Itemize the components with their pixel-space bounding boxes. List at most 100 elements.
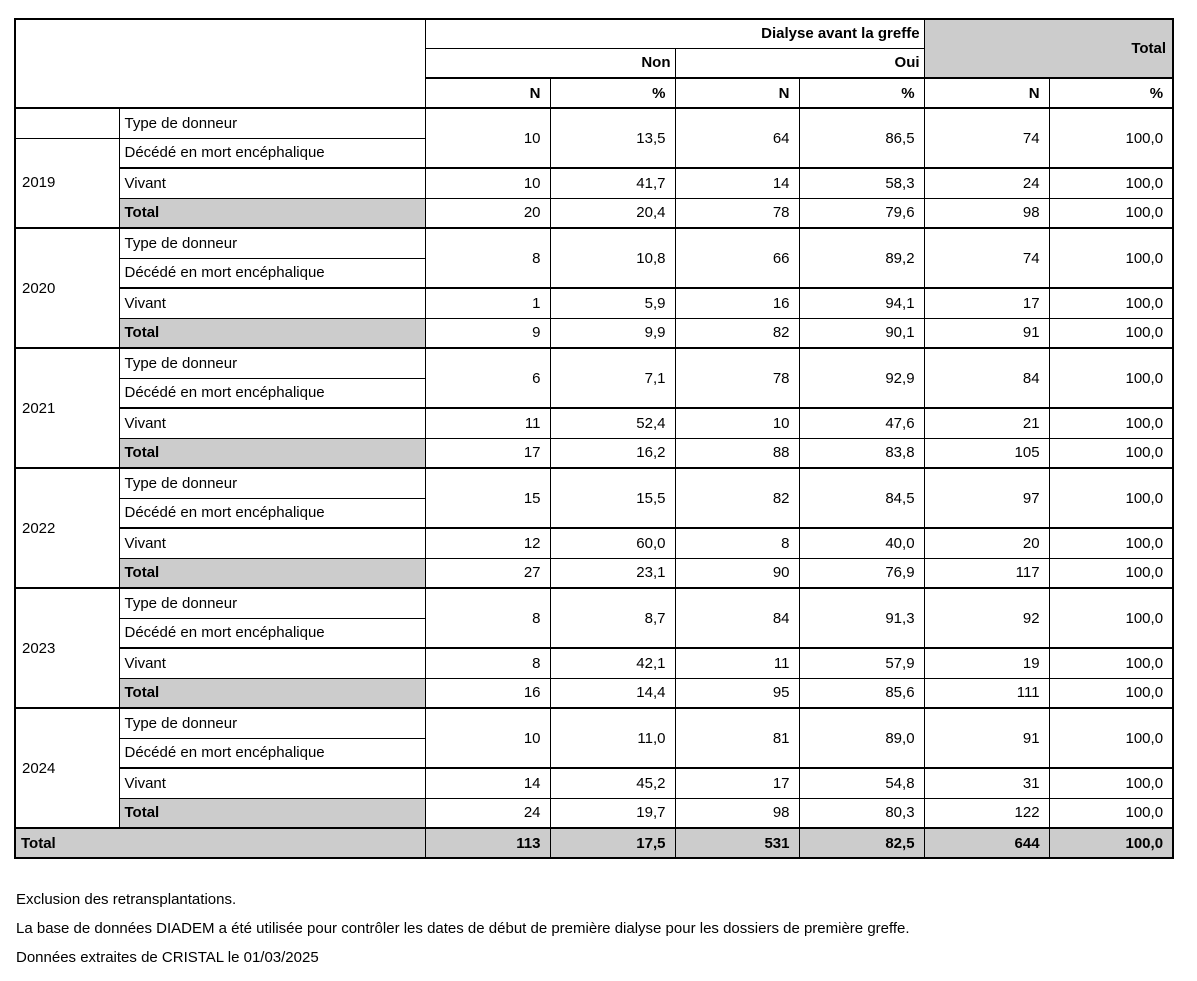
- table-row: 2023 Type de donneur 8 8,7 84 91,3 92 10…: [14, 587, 1174, 709]
- data-cell: 94,1: [798, 287, 925, 319]
- data-cell: 82: [674, 317, 800, 349]
- data-cell: 16,2: [549, 437, 676, 469]
- row-label-type: Type de donneur: [118, 467, 426, 499]
- header-dialyse-avant-la-greffe: Dialyse avant la greffe: [424, 18, 925, 49]
- header-oui: Oui: [674, 47, 925, 79]
- data-cell: 100,0: [1048, 437, 1174, 469]
- row-label-total: Total: [118, 557, 426, 589]
- header-non: Non: [424, 47, 676, 79]
- row-label-deceased: Décédé en mort encéphalique: [118, 497, 426, 529]
- data-cell: 9: [424, 317, 551, 349]
- row-label-total: Total: [118, 437, 426, 469]
- data-cell: 17: [674, 767, 800, 799]
- footnotes: Exclusion des retransplantations. La bas…: [16, 891, 910, 978]
- data-cell: 122: [923, 797, 1050, 829]
- data-cell: 91: [923, 317, 1050, 349]
- table-row: Total 27 23,1 90 76,9 117 100,0: [15, 557, 1174, 589]
- data-cell: 84,5: [798, 467, 925, 529]
- data-cell: 19: [923, 647, 1050, 679]
- row-label-deceased: Décédé en mort encéphalique: [118, 737, 426, 769]
- data-cell: 24: [424, 797, 551, 829]
- data-cell: 8: [674, 527, 800, 559]
- data-cell: 16: [424, 677, 551, 709]
- data-cell: 100,0: [1048, 557, 1174, 589]
- data-cell: 100,0: [1048, 767, 1174, 799]
- footnote-extraction-date: Données extraites de CRISTAL le 01/03/20…: [16, 949, 319, 966]
- table-row: Total 20 20,4 78 79,6 98 100,0: [15, 197, 1174, 229]
- table-row: Total 16 14,4 95 85,6 111 100,0: [15, 677, 1174, 709]
- data-cell: 11,0: [549, 707, 676, 769]
- data-cell: 91,3: [798, 587, 925, 649]
- data-cell: 16: [674, 287, 800, 319]
- data-cell: 100,0: [1048, 287, 1174, 319]
- data-cell: 84: [674, 587, 800, 649]
- data-cell: 8,7: [549, 587, 676, 649]
- data-cell: 85,6: [798, 677, 925, 709]
- table-row: 2022 Type de donneur 15 15,5 82 84,5 97 …: [14, 467, 1174, 589]
- data-cell: 14: [424, 767, 551, 799]
- data-cell: 117: [923, 557, 1050, 589]
- table-row: Décédé en mort encéphalique: [15, 737, 1173, 769]
- data-cell: 20: [923, 527, 1050, 559]
- grand-total-cell: 17,5: [549, 827, 676, 859]
- data-cell: 15,5: [549, 467, 676, 529]
- data-cell: 10: [674, 407, 800, 439]
- data-cell: 12: [424, 527, 551, 559]
- data-cell: 20,4: [549, 197, 676, 229]
- data-cell: 100,0: [1048, 227, 1174, 289]
- data-cell: 27: [424, 557, 551, 589]
- data-cell: 15: [424, 467, 551, 529]
- table-row: 2024 Type de donneur 10 11,0 81 89,0 91 …: [14, 707, 1174, 829]
- year-cell: 2024: [14, 707, 120, 829]
- year-cell-empty: [14, 107, 120, 139]
- header-pct-oui: %: [798, 77, 925, 109]
- data-cell: 86,5: [798, 107, 925, 169]
- data-cell: 8: [424, 227, 551, 289]
- data-cell: 6: [424, 347, 551, 409]
- row-label-type: Type de donneur: [118, 347, 426, 379]
- data-cell: 81: [674, 707, 800, 769]
- data-cell: 100,0: [1048, 197, 1174, 229]
- data-cell: 100,0: [1048, 167, 1174, 199]
- row-label-deceased: Décédé en mort encéphalique: [118, 137, 426, 169]
- data-cell: 100,0: [1048, 407, 1174, 439]
- data-cell: 100,0: [1048, 587, 1174, 649]
- table-row: 2020 Type de donneur 8 10,8 66 89,2 74 1…: [14, 227, 1174, 349]
- data-cell: 58,3: [798, 167, 925, 199]
- data-cell: 105: [923, 437, 1050, 469]
- data-table: Dialyse avant la greffe Total Non Oui N …: [14, 18, 1175, 859]
- data-cell: 100,0: [1048, 467, 1174, 529]
- table-wrap: Dialyse avant la greffe Total Non Oui N …: [14, 18, 1175, 859]
- header-total: Total: [923, 18, 1174, 79]
- data-cell: 100,0: [1048, 797, 1174, 829]
- data-cell: 97: [923, 467, 1050, 529]
- row-label-deceased: Décédé en mort encéphalique: [118, 377, 426, 409]
- footnote-diadem: La base de données DIADEM a été utilisée…: [16, 920, 910, 937]
- data-cell: 79,6: [798, 197, 925, 229]
- data-cell: 74: [923, 227, 1050, 289]
- grand-total-label: Total: [14, 827, 426, 859]
- data-cell: 100,0: [1048, 317, 1174, 349]
- data-cell: 10: [424, 707, 551, 769]
- data-cell: 42,1: [549, 647, 676, 679]
- row-label-living: Vivant: [118, 767, 426, 799]
- table-row: Décédé en mort encéphalique: [15, 497, 1173, 529]
- data-cell: 74: [923, 107, 1050, 169]
- data-cell: 23,1: [549, 557, 676, 589]
- data-cell: 100,0: [1048, 677, 1174, 709]
- data-cell: 90,1: [798, 317, 925, 349]
- row-label-deceased: Décédé en mort encéphalique: [118, 257, 426, 289]
- row-label-type: Type de donneur: [118, 707, 426, 739]
- data-cell: 98: [674, 797, 800, 829]
- data-cell: 5,9: [549, 287, 676, 319]
- header-n-total: N: [923, 77, 1050, 109]
- table-row: Total 24 19,7 98 80,3 122 100,0: [15, 797, 1174, 829]
- grand-total-cell: 531: [674, 827, 800, 859]
- table-row: Décédé en mort encéphalique: [15, 617, 1173, 649]
- data-cell: 24: [923, 167, 1050, 199]
- data-cell: 31: [923, 767, 1050, 799]
- data-cell: 47,6: [798, 407, 925, 439]
- data-cell: 10: [424, 107, 551, 169]
- data-cell: 8: [424, 587, 551, 649]
- data-cell: 11: [424, 407, 551, 439]
